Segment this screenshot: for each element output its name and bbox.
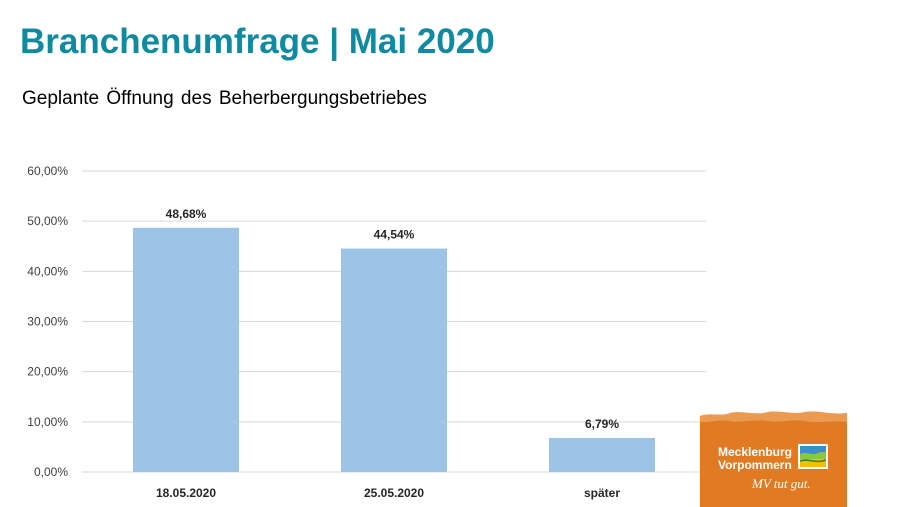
y-tick-label: 30,00% [27, 315, 68, 329]
y-tick-label: 20,00% [27, 365, 68, 379]
logo-line-1: Mecklenburg [718, 445, 793, 459]
landscape-emblem-icon [798, 444, 828, 469]
data-labels: 48,68% 44,54% 6,79% [166, 207, 620, 431]
y-tick-label: 10,00% [27, 415, 68, 429]
y-tick-label: 0,00% [34, 465, 68, 479]
logo-slogan: MV tut gut. [752, 476, 811, 491]
y-tick-label: 50,00% [27, 214, 68, 228]
data-label: 48,68% [166, 207, 207, 221]
x-tick-label: später [584, 486, 620, 500]
logo-background [700, 411, 847, 507]
x-axis-labels: 18.05.2020 25.05.2020 später [156, 486, 620, 500]
logo-wordmark: Mecklenburg Vorpommern [718, 446, 792, 472]
y-tick-label: 40,00% [27, 264, 68, 278]
page-title: Branchenumfrage | Mai 2020 [20, 22, 495, 61]
y-axis-labels: 0,00% 10,00% 20,00% 30,00% 40,00% 50,00% 60,00… [27, 164, 68, 479]
bar [340, 248, 448, 472]
x-tick-label: 18.05.2020 [156, 486, 216, 500]
y-tick-label: 60,00% [27, 164, 68, 178]
bars [132, 227, 656, 472]
x-tick-label: 25.05.2020 [364, 486, 424, 500]
logo-line-2: Vorpommern [718, 458, 792, 472]
data-label: 44,54% [374, 228, 415, 242]
bar [132, 227, 240, 472]
mv-logo: Mecklenburg Vorpommern MV tut gut. [700, 410, 847, 507]
bar [548, 437, 656, 472]
data-label: 6,79% [585, 417, 619, 431]
chart-subtitle: Geplante Öffnung des Beherbergungsbetrie… [22, 88, 427, 109]
